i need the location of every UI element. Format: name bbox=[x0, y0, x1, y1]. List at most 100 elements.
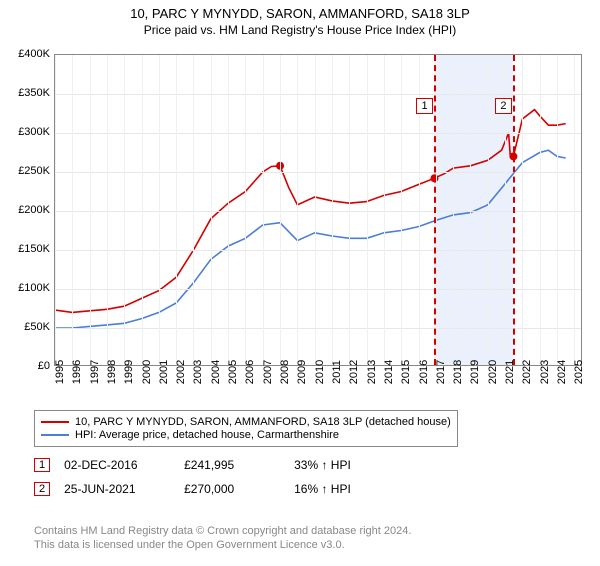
x-tick-label: 1997 bbox=[89, 360, 101, 384]
x-tick-label: 2014 bbox=[383, 360, 395, 384]
y-tick-label: £350K bbox=[0, 87, 50, 99]
sale-delta: 33% ↑ HPI bbox=[294, 458, 351, 472]
sale-row: 2 25-JUN-2021£270,00016% ↑ HPI bbox=[34, 482, 590, 496]
y-tick-label: £200K bbox=[0, 204, 50, 216]
license-line-1: Contains HM Land Registry data © Crown c… bbox=[34, 524, 590, 538]
gridline-v bbox=[142, 55, 143, 365]
gridline-v bbox=[332, 55, 333, 365]
plot-area: 12 bbox=[54, 54, 582, 366]
x-tick-label: 2001 bbox=[158, 360, 170, 384]
x-tick-label: 2024 bbox=[556, 360, 568, 384]
gridline-v bbox=[124, 55, 125, 365]
legend: 10, PARC Y MYNYDD, SARON, AMMANFORD, SA1… bbox=[34, 410, 458, 447]
gridline-v bbox=[176, 55, 177, 365]
x-tick-label: 2009 bbox=[296, 360, 308, 384]
y-tick-label: £150K bbox=[0, 243, 50, 255]
gridline-v bbox=[488, 55, 489, 365]
sale-marker-box: 1 bbox=[34, 458, 50, 472]
gridline-h bbox=[55, 289, 581, 290]
gridline-v bbox=[384, 55, 385, 365]
x-tick-label: 2007 bbox=[262, 360, 274, 384]
gridline-v bbox=[557, 55, 558, 365]
legend-row: HPI: Average price, detached house, Carm… bbox=[41, 429, 451, 441]
gridline-v bbox=[453, 55, 454, 365]
gridline-v bbox=[522, 55, 523, 365]
license-line-2: This data is licensed under the Open Gov… bbox=[34, 538, 590, 552]
chart-container: { "title": "10, PARC Y MYNYDD, SARON, AM… bbox=[0, 6, 600, 566]
x-tick-label: 2022 bbox=[521, 360, 533, 384]
x-tick-label: 2000 bbox=[141, 360, 153, 384]
sale-callout: 2 bbox=[495, 98, 511, 114]
sale-row: 1 02-DEC-2016£241,99533% ↑ HPI bbox=[34, 458, 590, 472]
x-tick-label: 2021 bbox=[504, 360, 516, 384]
gridline-h bbox=[55, 211, 581, 212]
sale-date: 02-DEC-2016 bbox=[64, 458, 184, 472]
sale-price: £270,000 bbox=[184, 482, 294, 496]
chart-title: 10, PARC Y MYNYDD, SARON, AMMANFORD, SA1… bbox=[0, 6, 600, 21]
gridline-h bbox=[55, 172, 581, 173]
legend-label: HPI: Average price, detached house, Carm… bbox=[75, 429, 339, 441]
x-tick-label: 1999 bbox=[123, 360, 135, 384]
x-tick-label: 2005 bbox=[227, 360, 239, 384]
y-tick-label: £300K bbox=[0, 126, 50, 138]
gridline-h bbox=[55, 133, 581, 134]
gridline-v bbox=[90, 55, 91, 365]
gridline-v bbox=[297, 55, 298, 365]
x-tick-label: 1996 bbox=[71, 360, 83, 384]
sale-marker-box: 2 bbox=[34, 482, 50, 496]
x-tick-label: 2011 bbox=[331, 360, 343, 384]
y-tick-label: £250K bbox=[0, 165, 50, 177]
gridline-v bbox=[315, 55, 316, 365]
series-line bbox=[55, 150, 566, 328]
gridline-h bbox=[55, 94, 581, 95]
gridline-h bbox=[55, 250, 581, 251]
sale-delta: 16% ↑ HPI bbox=[294, 482, 351, 496]
x-tick-label: 2003 bbox=[192, 360, 204, 384]
x-tick-label: 2006 bbox=[244, 360, 256, 384]
sale-price: £241,995 bbox=[184, 458, 294, 472]
gridline-h bbox=[55, 328, 581, 329]
gridline-v bbox=[72, 55, 73, 365]
gridline-v bbox=[349, 55, 350, 365]
y-tick-label: £400K bbox=[0, 48, 50, 60]
sale-callout: 1 bbox=[416, 98, 432, 114]
gridline-v bbox=[540, 55, 541, 365]
chart-subtitle: Price paid vs. HM Land Registry's House … bbox=[0, 23, 600, 37]
legend-swatch bbox=[41, 434, 69, 436]
gridline-v bbox=[574, 55, 575, 365]
gridline-v bbox=[245, 55, 246, 365]
x-tick-label: 2002 bbox=[175, 360, 187, 384]
y-tick-label: £0 bbox=[0, 360, 50, 372]
x-tick-label: 2004 bbox=[210, 360, 222, 384]
x-tick-label: 2013 bbox=[366, 360, 378, 384]
sale-date: 25-JUN-2021 bbox=[64, 482, 184, 496]
gridline-v bbox=[159, 55, 160, 365]
x-tick-label: 2018 bbox=[452, 360, 464, 384]
x-tick-label: 2019 bbox=[469, 360, 481, 384]
x-tick-label: 2012 bbox=[348, 360, 360, 384]
y-tick-label: £50K bbox=[0, 321, 50, 333]
gridline-v bbox=[193, 55, 194, 365]
x-tick-label: 2025 bbox=[573, 360, 585, 384]
legend-swatch bbox=[41, 421, 69, 423]
x-tick-label: 2017 bbox=[435, 360, 447, 384]
legend-label: 10, PARC Y MYNYDD, SARON, AMMANFORD, SA1… bbox=[75, 416, 451, 428]
gridline-v bbox=[470, 55, 471, 365]
gridline-v bbox=[107, 55, 108, 365]
x-tick-label: 2016 bbox=[418, 360, 430, 384]
gridline-v bbox=[55, 55, 56, 365]
x-tick-label: 2023 bbox=[539, 360, 551, 384]
x-tick-label: 2010 bbox=[314, 360, 326, 384]
gridline-v bbox=[228, 55, 229, 365]
x-tick-label: 2020 bbox=[487, 360, 499, 384]
x-tick-label: 1998 bbox=[106, 360, 118, 384]
y-tick-label: £100K bbox=[0, 282, 50, 294]
gridline-v bbox=[280, 55, 281, 365]
sale-vline bbox=[513, 55, 515, 365]
legend-row: 10, PARC Y MYNYDD, SARON, AMMANFORD, SA1… bbox=[41, 416, 451, 428]
gridline-v bbox=[211, 55, 212, 365]
x-tick-label: 2008 bbox=[279, 360, 291, 384]
x-tick-label: 1995 bbox=[54, 360, 66, 384]
gridline-v bbox=[401, 55, 402, 365]
gridline-v bbox=[263, 55, 264, 365]
